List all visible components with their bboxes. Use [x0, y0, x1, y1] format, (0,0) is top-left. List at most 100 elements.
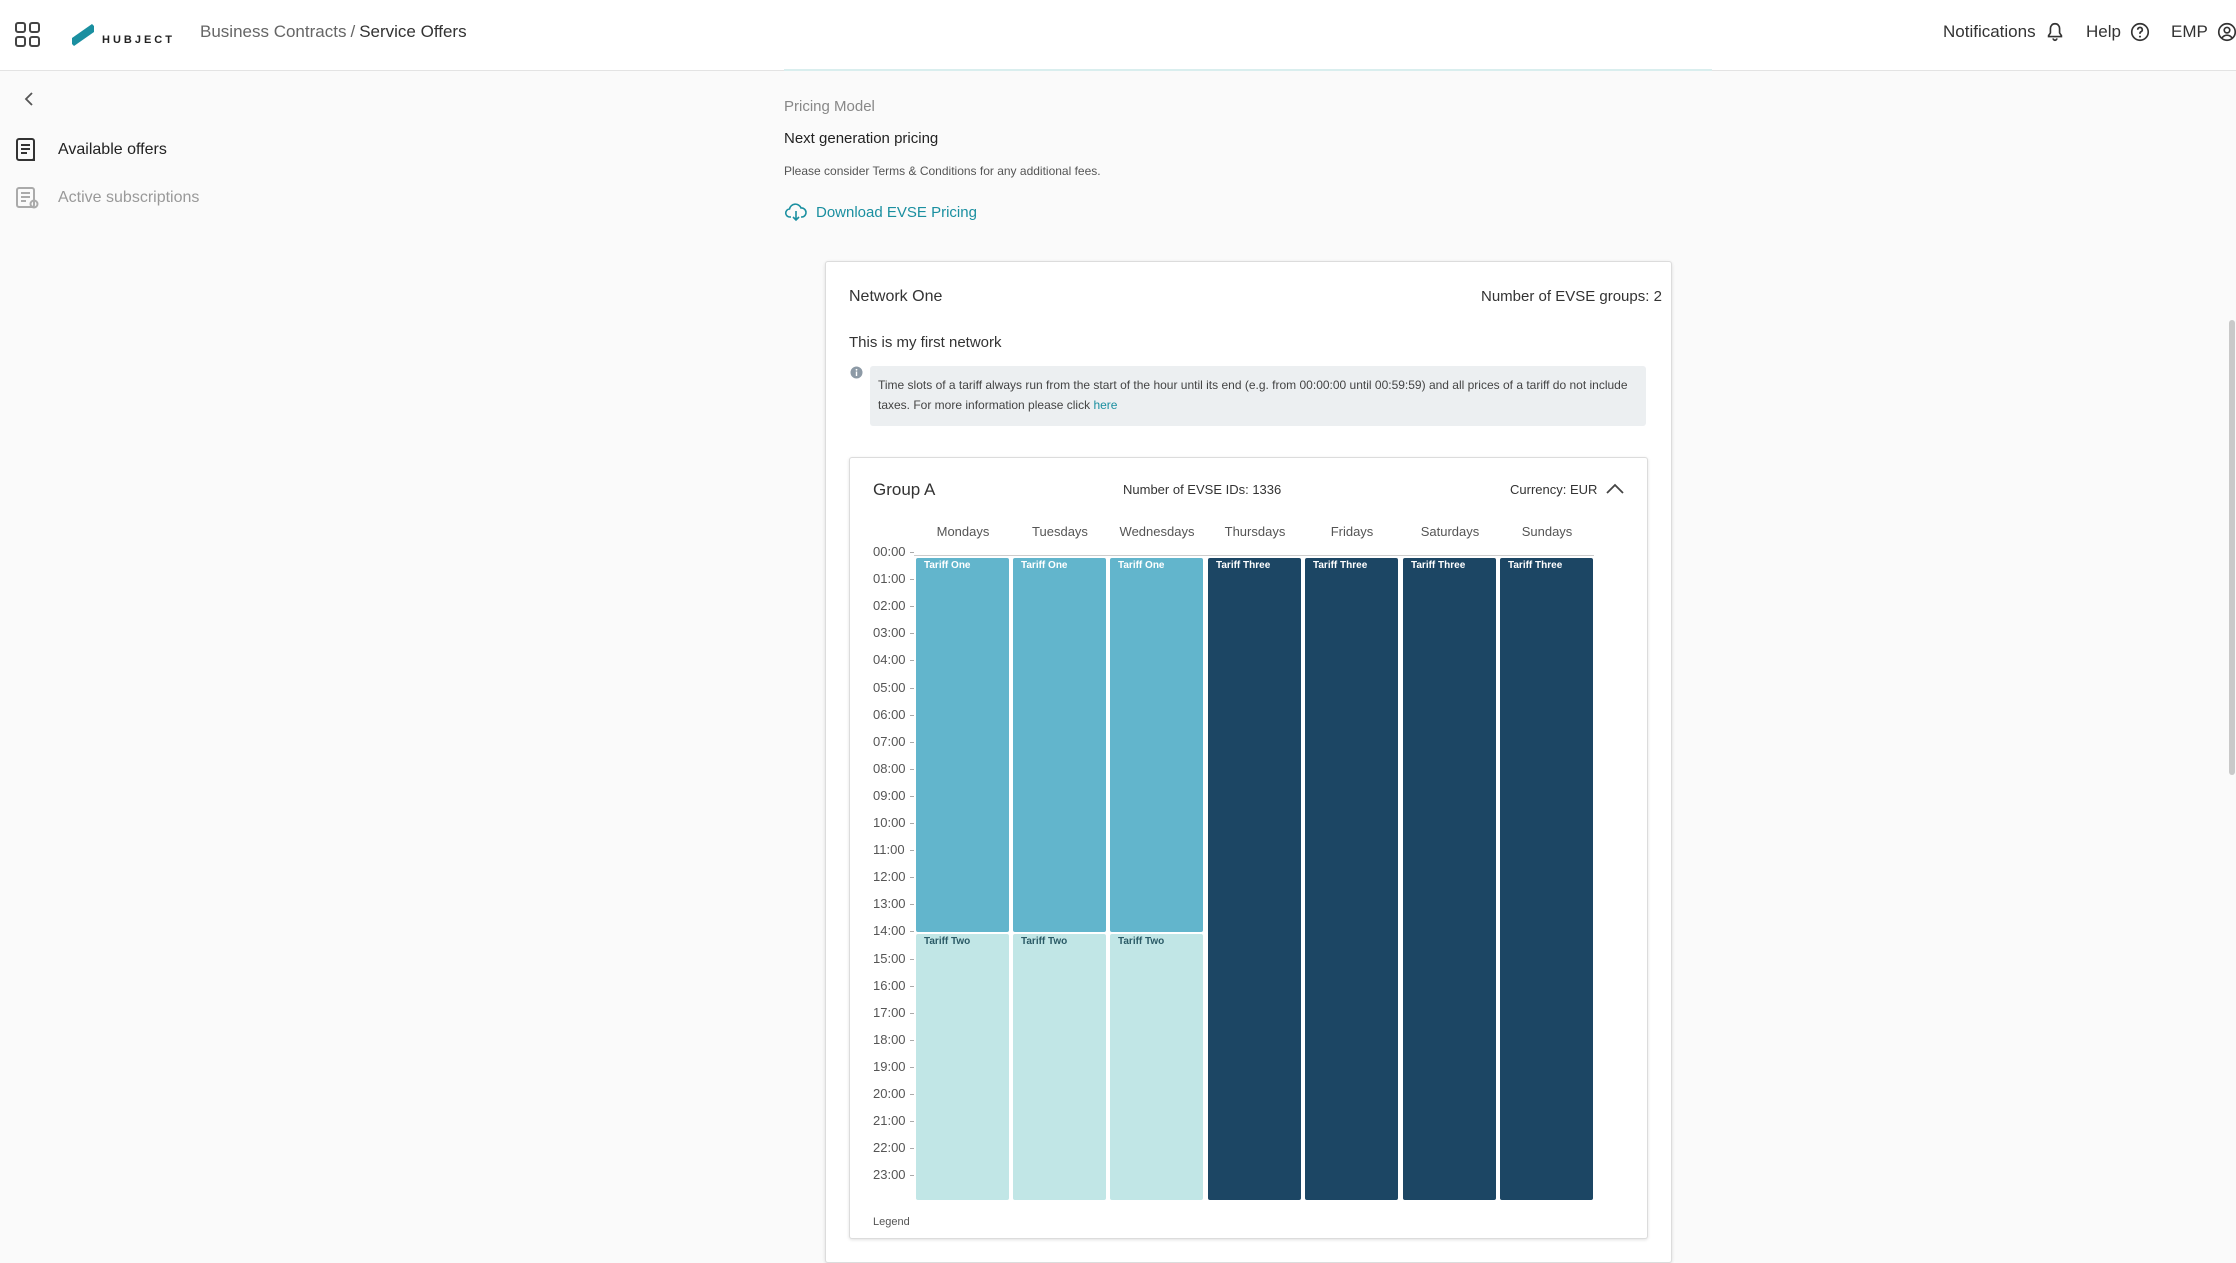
sidebar-item-label: Available offers — [58, 141, 167, 158]
tariff-block[interactable]: Tariff Three — [1403, 558, 1496, 1200]
user-menu-button[interactable]: EMP — [2171, 21, 2236, 43]
hour-tick — [910, 1121, 914, 1123]
sidebar-item-label: Active subscriptions — [58, 189, 200, 206]
network-name: Network One — [849, 288, 943, 305]
hour-tick — [910, 1148, 914, 1150]
breadcrumb-current: Service Offers — [359, 22, 467, 41]
bell-icon — [2047, 22, 2062, 42]
tariff-block[interactable]: Tariff One — [1110, 558, 1203, 932]
day-header: Thursdays — [1224, 524, 1286, 539]
schedule-grid-line — [914, 555, 1594, 556]
hour-tick — [910, 1066, 914, 1068]
hour-tick — [910, 795, 914, 797]
hour-label: 01:00 — [873, 571, 906, 587]
hour-label: 04:00 — [873, 652, 906, 668]
tariff-block[interactable]: Tariff Two — [1013, 933, 1106, 1200]
hour-label: 22:00 — [873, 1140, 906, 1156]
hour-tick — [910, 579, 914, 581]
help-circle-icon — [2130, 22, 2150, 42]
apps-grid-icon[interactable] — [14, 21, 42, 49]
chevron-up-icon[interactable] — [1604, 478, 1626, 500]
hour-tick — [910, 823, 914, 824]
hour-tick — [910, 1039, 914, 1041]
hubject-logo[interactable] — [70, 20, 170, 50]
info-icon — [850, 366, 863, 379]
hour-tick — [910, 687, 914, 689]
tariff-block[interactable]: Tariff One — [916, 558, 1009, 932]
hour-tick — [910, 606, 914, 608]
evse-groups-count: Number of EVSE groups: 2 — [1481, 288, 1662, 305]
cloud-download-icon — [784, 203, 807, 222]
hour-tick — [910, 633, 914, 635]
tariff-block[interactable]: Tariff Three — [1208, 558, 1301, 1200]
hour-label: 12:00 — [873, 869, 906, 885]
tariff-block[interactable]: Tariff Two — [916, 933, 1009, 1200]
user-circle-icon — [2217, 22, 2236, 42]
info-here-link[interactable]: here — [1093, 398, 1118, 412]
info-text: Time slots of a tariff always run from t… — [878, 378, 1628, 412]
page-scrollbar[interactable] — [2229, 320, 2235, 775]
day-header: Saturdays — [1420, 524, 1480, 539]
hour-tick — [910, 714, 914, 716]
hour-tick — [910, 1094, 914, 1095]
tariff-block[interactable]: Tariff Three — [1500, 558, 1593, 1200]
chevron-left-icon[interactable] — [20, 88, 38, 110]
user-label: EMP — [2171, 22, 2208, 41]
section-divider — [784, 69, 1712, 71]
help-button[interactable]: Help — [2086, 21, 2151, 43]
hour-label: 09:00 — [873, 787, 906, 803]
hour-label: 14:00 — [873, 923, 906, 939]
hour-tick — [910, 660, 914, 662]
hour-label: 20:00 — [873, 1086, 906, 1101]
hour-label: 00:00 — [873, 544, 906, 559]
group-name: Group A — [873, 480, 936, 499]
hour-label: 08:00 — [873, 760, 906, 776]
day-header: Sundays — [1521, 524, 1573, 539]
help-label: Help — [2086, 22, 2121, 41]
breadcrumb-separator: / — [350, 22, 356, 41]
hour-tick — [910, 741, 914, 743]
hour-tick — [910, 1175, 914, 1177]
hour-label: 10:00 — [873, 815, 906, 830]
hour-label: 13:00 — [873, 896, 906, 912]
tariff-block[interactable]: Tariff Two — [1110, 933, 1203, 1200]
tariff-block[interactable]: Tariff One — [1013, 558, 1106, 932]
day-header: Wednesdays — [1119, 524, 1195, 539]
legend-label: Legend — [873, 1216, 910, 1228]
hour-tick — [910, 1012, 914, 1014]
sidebar-item-available-offers[interactable]: Available offers — [14, 130, 167, 170]
evse-ids-count: Number of EVSE IDs: 1336 — [1123, 482, 1282, 497]
hour-label: 19:00 — [873, 1058, 906, 1074]
notifications-label: Notifications — [1943, 22, 2036, 41]
subscriptions-icon — [16, 187, 39, 209]
hour-tick — [910, 904, 914, 906]
terms-note: Please consider Terms & Conditions for a… — [784, 164, 1101, 178]
network-description: This is my first network — [849, 334, 1002, 351]
hour-label: 03:00 — [873, 625, 906, 641]
download-evse-pricing-link[interactable]: Download EVSE Pricing — [784, 200, 977, 224]
tariff-block[interactable]: Tariff Three — [1305, 558, 1398, 1200]
offers-list-icon — [16, 138, 35, 161]
day-header: Tuesdays — [1032, 524, 1088, 539]
hour-tick — [910, 552, 914, 553]
hour-label: 16:00 — [873, 977, 906, 993]
sidebar-item-active-subscriptions[interactable]: Active subscriptions — [14, 178, 199, 218]
download-label: Download EVSE Pricing — [816, 203, 977, 221]
hour-tick — [910, 958, 914, 960]
day-header: Fridays — [1330, 524, 1374, 539]
hour-label: 06:00 — [873, 706, 906, 722]
hour-label: 21:00 — [873, 1113, 906, 1129]
notifications-button[interactable]: Notifications — [1943, 21, 2066, 43]
hour-tick — [910, 985, 914, 987]
pricing-model-value: Next generation pricing — [784, 130, 939, 147]
hour-tick — [910, 877, 914, 879]
hour-label: 23:00 — [873, 1167, 906, 1183]
hour-label: 11:00 — [873, 842, 905, 858]
hour-label: 05:00 — [873, 679, 906, 695]
hour-tick — [910, 931, 914, 933]
pricing-model-label: Pricing Model — [784, 98, 875, 115]
hour-tick — [910, 850, 914, 852]
breadcrumb: Business Contracts / Service Offers — [200, 22, 467, 42]
breadcrumb-section[interactable]: Business Contracts — [200, 22, 347, 41]
hour-label: 02:00 — [873, 598, 906, 614]
